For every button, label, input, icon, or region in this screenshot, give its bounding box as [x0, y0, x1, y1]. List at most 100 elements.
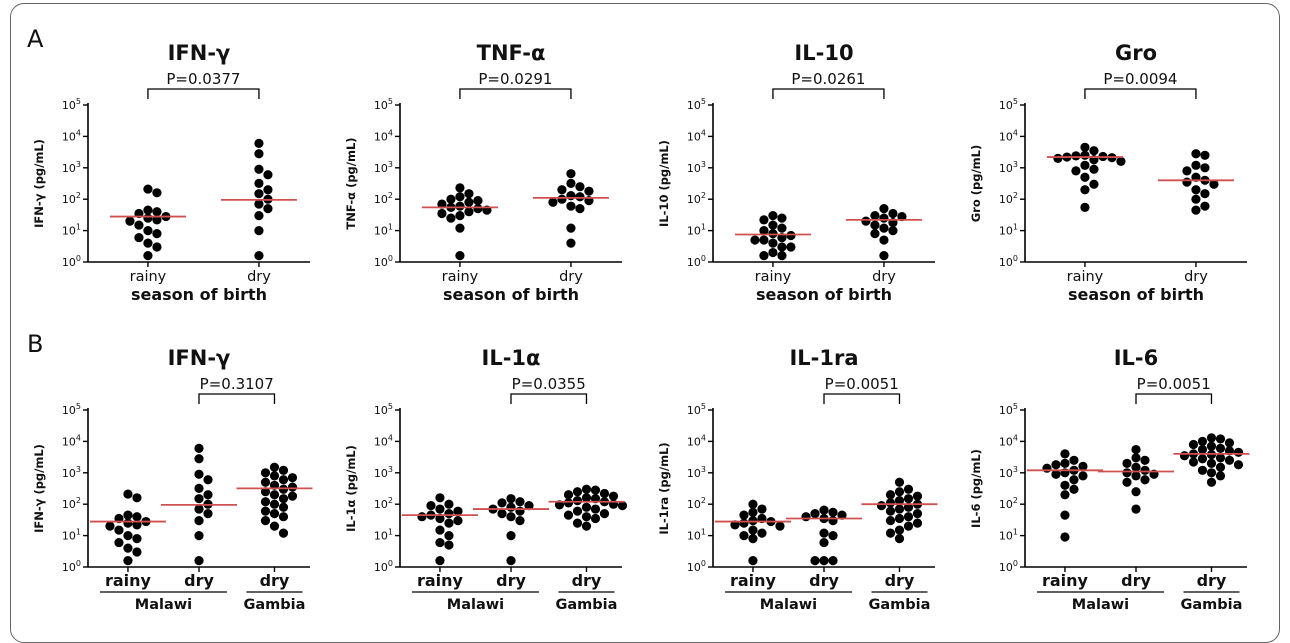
y-tick-label: 105 — [687, 97, 706, 112]
data-point — [455, 201, 465, 211]
y-axis-label: IL-10 (pg/mL) — [657, 140, 671, 227]
data-point — [1215, 434, 1226, 444]
data-point — [515, 506, 525, 516]
data-point — [143, 226, 153, 236]
y-tick-label: 100 — [687, 254, 706, 269]
data-point — [912, 491, 923, 501]
y-tick-base: 10 — [62, 467, 76, 480]
y-axis-label: IL-1ra (pg/mL) — [657, 442, 671, 534]
data-point — [437, 208, 447, 219]
data-point — [506, 512, 516, 522]
data-point — [1197, 436, 1208, 446]
data-point — [861, 216, 871, 226]
y-tick-label: 102 — [62, 191, 81, 206]
data-point — [581, 521, 592, 531]
group-label: Gambia — [869, 597, 931, 613]
y-tick-base: 10 — [62, 404, 76, 417]
y-tick-exponent: 5 — [388, 402, 393, 411]
data-point — [584, 186, 594, 196]
y-tick-exponent: 5 — [76, 402, 81, 411]
y-tick-exponent: 3 — [76, 160, 81, 169]
data-point — [1182, 166, 1192, 176]
comparison-bracket — [772, 88, 885, 99]
data-point — [1131, 453, 1141, 463]
y-tick-base: 10 — [62, 225, 76, 238]
x-tick-label: rainy — [1067, 269, 1104, 285]
data-point — [575, 204, 585, 214]
data-point — [1131, 487, 1141, 497]
y-tick-exponent: 0 — [76, 254, 81, 263]
data-point — [260, 506, 271, 516]
data-point — [464, 189, 474, 199]
data-point — [581, 484, 592, 494]
y-axis-label: IFN-γ (pg/mL) — [32, 139, 46, 228]
data-point — [1197, 444, 1208, 455]
y-tick-exponent: 0 — [701, 254, 706, 263]
y-tick-base: 10 — [999, 435, 1013, 448]
data-point — [1131, 444, 1141, 455]
data-point — [132, 520, 142, 530]
x-tick-label: rainy — [105, 571, 152, 590]
y-tick-label: 105 — [687, 402, 706, 417]
data-point — [278, 494, 289, 504]
y-tick-exponent: 2 — [388, 191, 393, 200]
y-tick-exponent: 1 — [76, 528, 81, 537]
data-point — [894, 487, 905, 497]
data-point — [748, 555, 758, 566]
y-tick-exponent: 3 — [76, 465, 81, 474]
data-point — [132, 512, 142, 522]
data-point — [1078, 471, 1088, 481]
data-point — [819, 505, 829, 515]
y-tick-base: 10 — [999, 256, 1013, 269]
data-point — [435, 537, 445, 548]
y-tick-label: 103 — [62, 160, 81, 175]
y-tick-exponent: 2 — [388, 496, 393, 505]
y-tick-base: 10 — [62, 256, 76, 269]
y-tick-base: 10 — [687, 256, 701, 269]
y-tick-label: 102 — [687, 191, 706, 206]
y-tick-base: 10 — [62, 130, 76, 143]
data-point — [1191, 160, 1201, 170]
y-tick-exponent: 3 — [1013, 160, 1018, 169]
y-tick-base: 10 — [374, 256, 388, 269]
y-tick-base: 10 — [999, 225, 1013, 238]
data-point — [786, 230, 796, 241]
group-label: Malawi — [447, 597, 504, 613]
data-point — [759, 215, 769, 225]
y-tick-label: 100 — [999, 559, 1018, 574]
data-point — [1233, 460, 1244, 470]
data-point — [1069, 484, 1079, 494]
y-tick-base: 10 — [374, 225, 388, 238]
data-point — [152, 215, 162, 225]
y-tick-base: 10 — [374, 561, 388, 574]
data-point — [269, 521, 280, 531]
data-point — [1140, 475, 1150, 485]
data-point — [563, 498, 574, 508]
y-tick-exponent: 5 — [1013, 97, 1018, 106]
chart-title: IFN-γ — [168, 41, 231, 65]
y-tick-base: 10 — [374, 435, 388, 448]
data-point — [515, 516, 525, 526]
y-tick-base: 10 — [999, 404, 1013, 417]
y-axis-label: IL-1α (pg/mL) — [344, 445, 358, 532]
data-point — [263, 185, 273, 195]
y-tick-label: 100 — [374, 254, 393, 269]
data-point — [152, 188, 162, 198]
data-point — [254, 226, 264, 236]
data-point — [730, 520, 740, 530]
data-point — [903, 512, 914, 522]
data-point — [134, 220, 144, 230]
data-point — [590, 485, 601, 495]
y-tick-label: 102 — [62, 496, 81, 511]
data-point — [775, 521, 785, 531]
data-point — [1060, 458, 1070, 468]
data-point — [194, 454, 204, 464]
y-tick-label: 105 — [62, 402, 81, 417]
data-point — [870, 211, 880, 221]
data-point — [759, 235, 769, 245]
y-tick-base: 10 — [687, 530, 701, 543]
data-point — [1215, 462, 1226, 472]
